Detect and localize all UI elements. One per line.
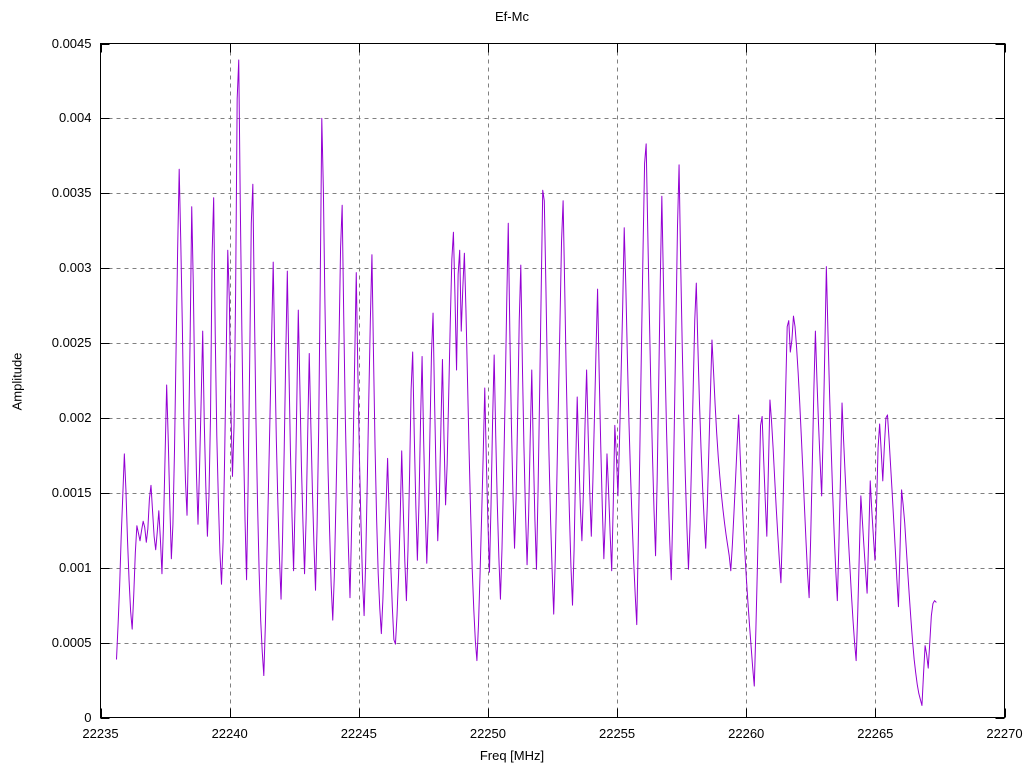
y-tick-label: 0.0045: [51, 35, 92, 51]
chart-title: Ef-Mc: [495, 9, 529, 24]
y-tick-label: 0.0035: [51, 185, 92, 201]
x-tick-label: 22255: [598, 725, 636, 741]
y-tick-label: 0.004: [58, 110, 92, 126]
y-axis-title: Amplitude: [9, 352, 25, 411]
x-tick-label: 22250: [469, 725, 506, 741]
x-tick-label: 22265: [857, 725, 894, 741]
plot-border: [100, 43, 1005, 718]
x-tick-label: 22260: [728, 725, 765, 741]
y-tick-label: 0.0025: [51, 335, 92, 351]
y-tick-label: 0.0005: [51, 634, 92, 650]
grid-lines: [100, 43, 1005, 718]
x-tick-label: 22235: [82, 725, 119, 741]
y-tick-label: 0.001: [58, 559, 92, 575]
y-tick-label: 0.003: [58, 260, 92, 276]
data-series-line: [116, 59, 937, 707]
x-tick-label: 22270: [986, 725, 1023, 741]
y-tick-label: 0.002: [58, 409, 92, 425]
x-tick-label: 22245: [340, 725, 377, 741]
y-tick-label: 0: [84, 709, 92, 725]
axis-ticks: [100, 43, 1006, 719]
y-axis-title-wrap: Amplitude: [4, 340, 25, 440]
x-axis-title: Freq [MHz]: [479, 748, 545, 763]
y-tick-label: 0.0015: [51, 484, 92, 500]
x-tick-label: 22240: [211, 725, 248, 741]
